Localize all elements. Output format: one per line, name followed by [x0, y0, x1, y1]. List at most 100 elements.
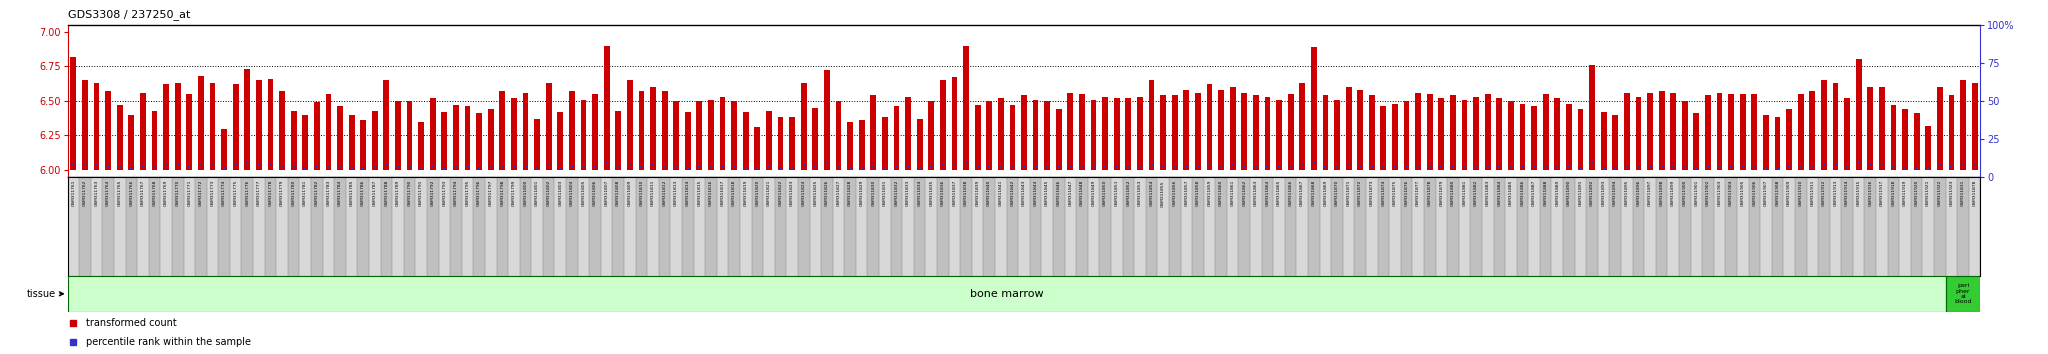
Text: GSM311835: GSM311835: [930, 180, 934, 206]
Bar: [139, 93, 145, 170]
Text: GSM311898: GSM311898: [1659, 180, 1663, 206]
Bar: [1079, 94, 1085, 170]
Text: GSM311833: GSM311833: [905, 180, 909, 206]
Bar: [383, 80, 389, 170]
Bar: [1380, 107, 1386, 170]
Bar: [1903, 109, 1909, 170]
Text: GSM311917: GSM311917: [1880, 180, 1884, 206]
Text: GSM311769: GSM311769: [164, 180, 168, 206]
Text: GSM311886: GSM311886: [1520, 180, 1524, 206]
Text: GSM311836: GSM311836: [940, 180, 944, 206]
Bar: [1507, 101, 1513, 170]
Text: GSM311879: GSM311879: [1440, 180, 1444, 206]
Bar: [1868, 87, 1874, 170]
Text: GSM311907: GSM311907: [1763, 180, 1767, 206]
Bar: [453, 105, 459, 170]
Bar: [1311, 47, 1317, 170]
Bar: [1520, 104, 1526, 170]
Text: GSM311919: GSM311919: [1903, 180, 1907, 206]
Text: GSM311821: GSM311821: [766, 180, 770, 206]
Text: GSM311830: GSM311830: [870, 180, 874, 206]
Text: GSM311845: GSM311845: [1044, 180, 1049, 206]
Bar: [1403, 101, 1409, 170]
Bar: [1716, 93, 1722, 170]
Bar: [1946, 276, 1980, 312]
Bar: [1241, 93, 1247, 170]
Text: GSM311902: GSM311902: [1706, 180, 1710, 206]
Text: GSM311896: GSM311896: [1636, 180, 1640, 206]
Bar: [348, 115, 354, 170]
Bar: [313, 102, 319, 170]
Text: GSM311892: GSM311892: [1589, 180, 1593, 206]
Bar: [418, 122, 424, 170]
Bar: [801, 83, 807, 170]
Bar: [928, 101, 934, 170]
Bar: [952, 78, 956, 170]
Text: GSM311831: GSM311831: [1962, 180, 1964, 206]
Bar: [823, 70, 829, 170]
Text: GSM311912: GSM311912: [1823, 180, 1827, 206]
Bar: [1171, 95, 1178, 170]
Text: GSM311864: GSM311864: [1266, 180, 1270, 206]
Bar: [836, 101, 842, 170]
Text: GSM311850: GSM311850: [1104, 180, 1108, 206]
Text: GSM311807: GSM311807: [604, 180, 608, 206]
Text: GSM311831: GSM311831: [883, 180, 887, 206]
Text: GSM311881: GSM311881: [1462, 180, 1466, 206]
Bar: [1751, 94, 1757, 170]
Bar: [1358, 90, 1364, 170]
Text: GSM311832: GSM311832: [895, 180, 899, 206]
Text: GSM311878: GSM311878: [1427, 180, 1432, 206]
Text: GSM311770: GSM311770: [176, 180, 180, 206]
Text: GSM311841: GSM311841: [999, 180, 1004, 206]
Text: GSM311789: GSM311789: [395, 180, 399, 206]
Bar: [535, 119, 541, 170]
Bar: [1462, 99, 1468, 170]
Text: GSM311768: GSM311768: [152, 180, 156, 206]
Bar: [604, 46, 610, 170]
Bar: [1681, 101, 1688, 170]
Bar: [1149, 80, 1155, 170]
Text: GSM311772: GSM311772: [199, 180, 203, 206]
Text: GSM311908: GSM311908: [1776, 180, 1780, 206]
Bar: [1137, 97, 1143, 170]
Text: GSM311787: GSM311787: [373, 180, 377, 206]
Text: GSM311884: GSM311884: [1497, 180, 1501, 206]
Bar: [104, 91, 111, 170]
Text: GSM311868: GSM311868: [1313, 180, 1315, 206]
Bar: [1624, 93, 1630, 170]
Text: GSM311794: GSM311794: [455, 180, 459, 206]
Text: GSM311894: GSM311894: [1614, 180, 1618, 206]
Bar: [94, 83, 100, 170]
Bar: [1694, 113, 1700, 170]
Text: GSM311891: GSM311891: [1579, 180, 1583, 206]
Text: GSM311878: GSM311878: [1972, 180, 1976, 206]
Bar: [684, 112, 690, 170]
Bar: [858, 120, 864, 170]
Text: GSM311873: GSM311873: [1370, 180, 1374, 206]
Text: GSM311774: GSM311774: [221, 180, 225, 206]
Bar: [1497, 98, 1501, 170]
Text: GSM311895: GSM311895: [1624, 180, 1628, 206]
Bar: [1741, 94, 1745, 170]
Text: GSM311801: GSM311801: [535, 180, 539, 206]
Text: GSM311869: GSM311869: [1323, 180, 1327, 206]
Text: GSM311767: GSM311767: [141, 180, 145, 206]
Text: GSM311863: GSM311863: [1253, 180, 1257, 206]
Bar: [788, 118, 795, 170]
Bar: [1948, 95, 1954, 170]
Bar: [1798, 94, 1804, 170]
Bar: [1833, 83, 1839, 170]
Bar: [291, 110, 297, 170]
Text: GSM311916: GSM311916: [1868, 180, 1872, 206]
Text: percentile rank within the sample: percentile rank within the sample: [86, 337, 252, 347]
Bar: [1473, 97, 1479, 170]
Bar: [987, 101, 991, 170]
Text: GSM311887: GSM311887: [1532, 180, 1536, 206]
Bar: [408, 101, 412, 170]
Text: GSM311921: GSM311921: [1927, 180, 1931, 206]
Text: GSM311904: GSM311904: [1729, 180, 1733, 206]
Bar: [1612, 115, 1618, 170]
Bar: [1729, 94, 1735, 170]
Bar: [1706, 95, 1710, 170]
